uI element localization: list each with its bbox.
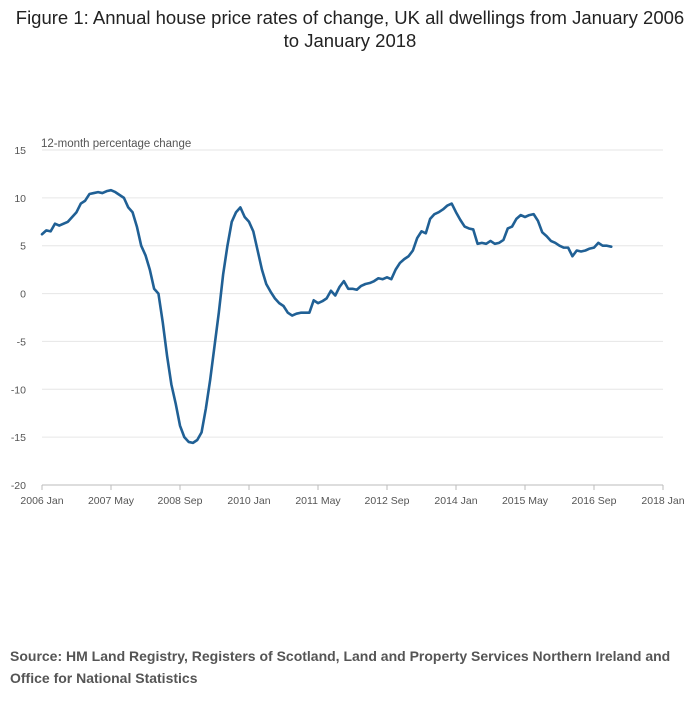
x-tick-label: 2007 May — [88, 495, 135, 507]
x-tick-label: 2010 Jan — [227, 495, 270, 507]
y-tick-label: 15 — [14, 145, 26, 157]
x-tick-label: 2006 Jan — [20, 495, 63, 507]
source-note: Source: HM Land Registry, Registers of S… — [10, 648, 671, 686]
y-tick-label: -5 — [17, 336, 26, 348]
y-tick-label: -10 — [11, 384, 26, 396]
y-tick-label: 5 — [20, 241, 26, 253]
y-tick-label: 10 — [14, 193, 26, 205]
x-axis: 2006 Jan 2007 May 2008 Sep 2010 Jan 2011 May… — [20, 485, 685, 507]
series-line-0 — [40, 188, 613, 445]
gridlines — [42, 149, 663, 486]
x-tick-label: 2011 May — [295, 495, 341, 507]
y-tick-label: -20 — [11, 480, 26, 492]
x-tick-label: 2015 May — [502, 495, 549, 507]
y-axis: 15 10 5 0 -5 -10 -15 -20 — [11, 145, 26, 492]
x-tick-label: 2014 Jan — [434, 495, 477, 507]
y-axis-title: 12-month percentage change — [41, 138, 191, 150]
chart-title: Figure 1: Annual house price rates of ch… — [15, 7, 685, 51]
x-tick-label: 2018 Jan — [641, 495, 684, 507]
x-tick-label: 2016 Sep — [572, 495, 617, 507]
series-layer — [40, 188, 613, 445]
y-tick-label: -15 — [11, 432, 26, 444]
x-tick-label: 2008 Sep — [158, 495, 203, 507]
x-tick-label: 2012 Sep — [365, 495, 410, 507]
y-tick-label: 0 — [20, 289, 26, 301]
